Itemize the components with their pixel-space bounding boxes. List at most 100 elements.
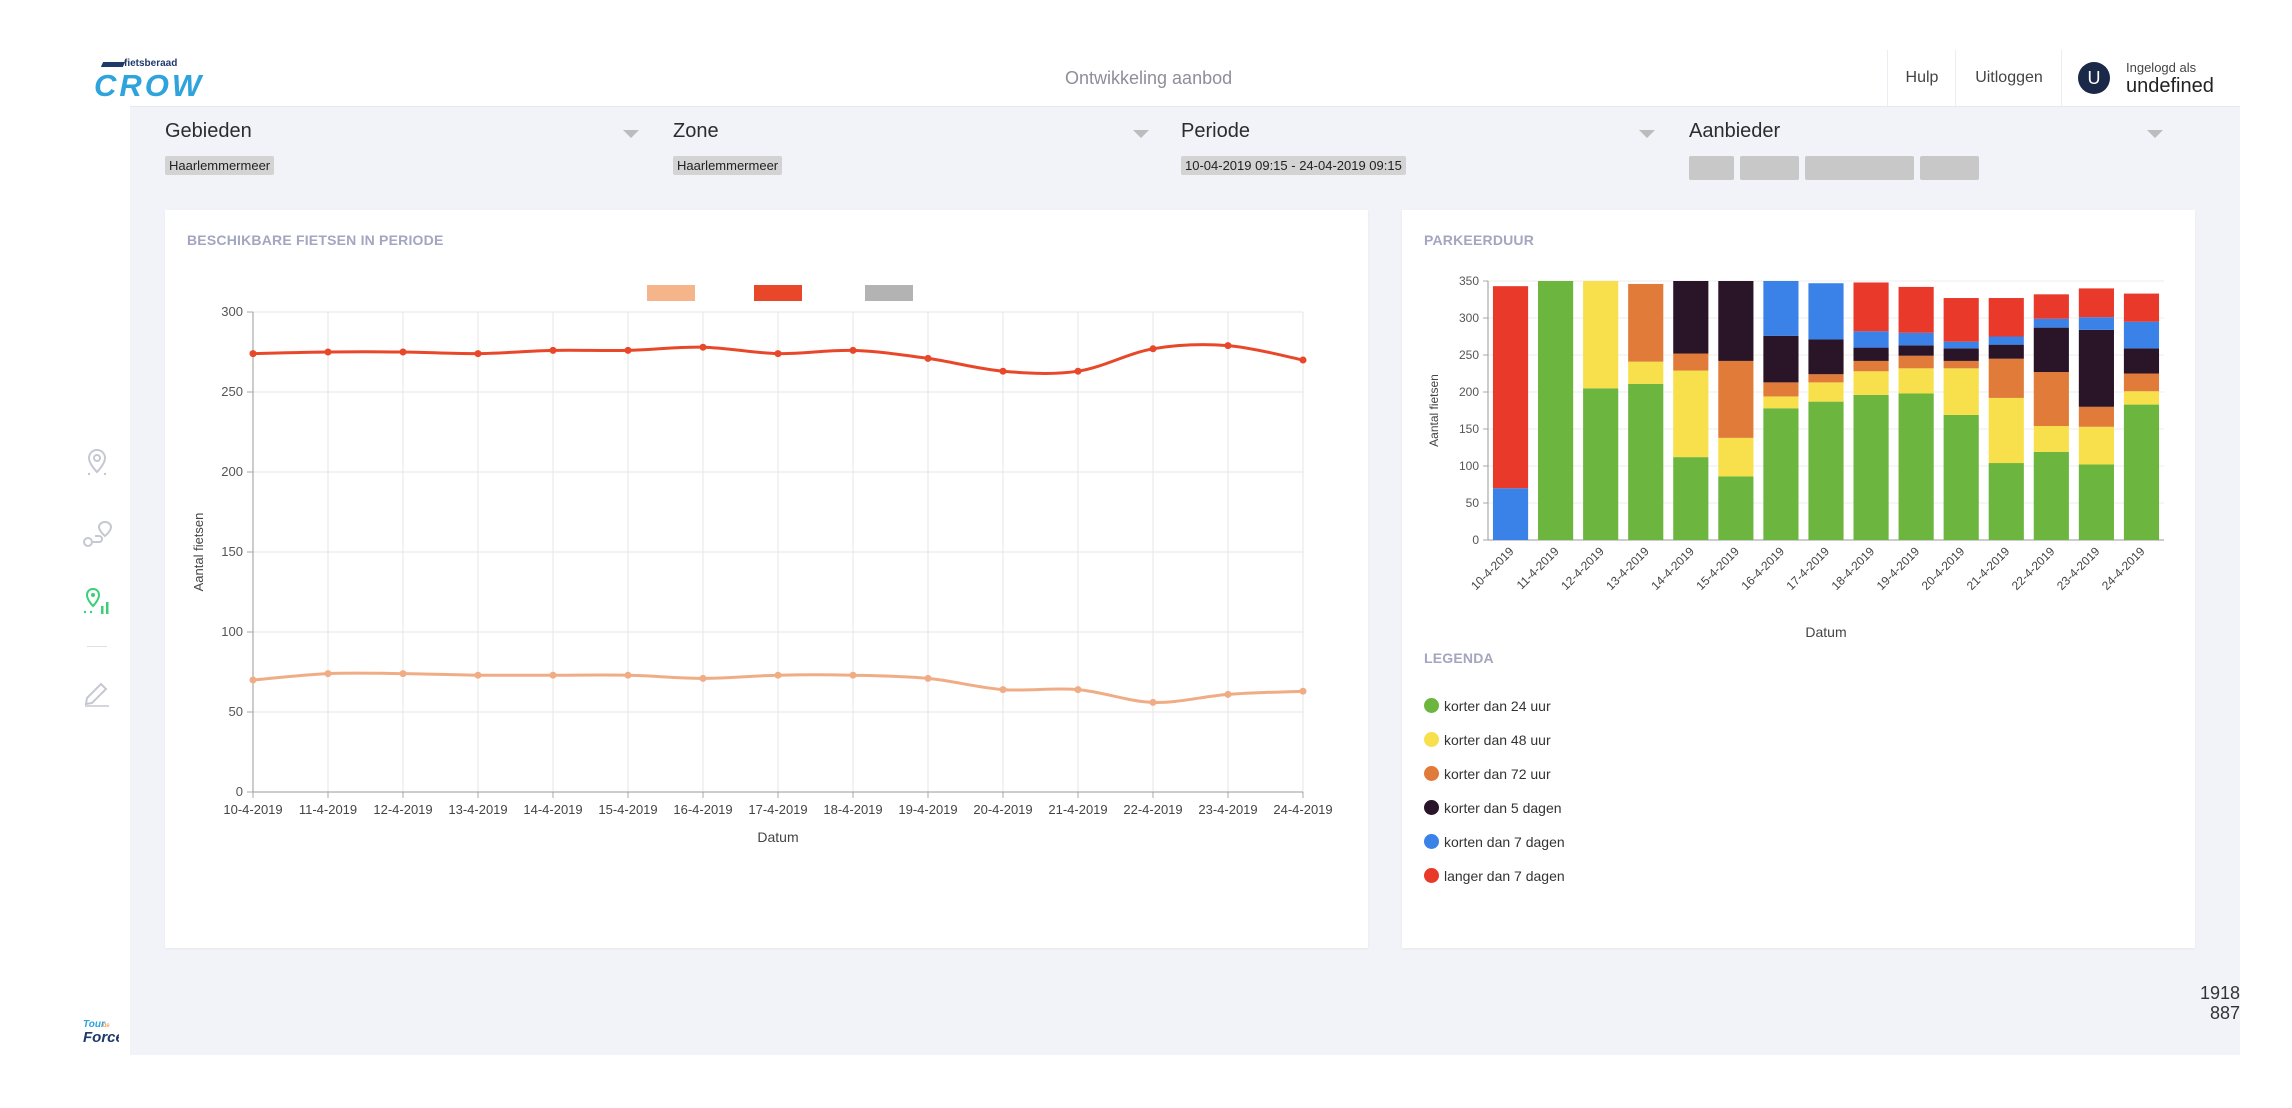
bar-segment bbox=[1628, 383, 1664, 540]
legend-swatch bbox=[647, 285, 695, 301]
y-tick-label: 200 bbox=[221, 464, 243, 479]
x-tick-label: 16-4-2019 bbox=[673, 802, 732, 817]
parking-duration-panel: PARKEERDUUR 0 50 100 150 200 250 300 350 10-4-20… bbox=[1402, 210, 2195, 948]
x-tick-label: 19-4-2019 bbox=[898, 802, 957, 817]
user-menu[interactable]: U Ingelogd als undefined bbox=[2061, 50, 2241, 106]
bar-segment bbox=[1988, 463, 2024, 540]
bar-segment bbox=[1628, 283, 1664, 362]
y-tick-label: 300 bbox=[1459, 311, 1479, 325]
chevron-down-icon[interactable] bbox=[1133, 130, 1149, 138]
data-point bbox=[849, 346, 857, 354]
bar-segment bbox=[1898, 393, 1934, 540]
panel-title: PARKEERDUUR bbox=[1424, 232, 1535, 248]
x-tick-label: 21-4-2019 bbox=[1964, 544, 2013, 593]
svg-text:Tour: Tour bbox=[83, 1019, 106, 1030]
bar-segment bbox=[1718, 437, 1754, 477]
bar-segment bbox=[1673, 457, 1709, 540]
bar-segment bbox=[1853, 371, 1889, 395]
bar-segment bbox=[1583, 388, 1619, 540]
user-name: undefined bbox=[2126, 75, 2214, 97]
y-tick-label: 100 bbox=[1459, 459, 1479, 473]
chevron-down-icon[interactable] bbox=[623, 130, 639, 138]
bar-segment bbox=[2123, 348, 2160, 374]
legend-item: korter dan 24 uur bbox=[1424, 697, 1551, 718]
aanbieder-chip[interactable] bbox=[1805, 156, 1914, 180]
filter-periode[interactable]: Periode 10-04-2019 09:15 - 24-04-2019 09… bbox=[1181, 120, 1661, 180]
x-tick-label: 17-4-2019 bbox=[1784, 544, 1833, 593]
bar-segment bbox=[1898, 368, 1934, 394]
chevron-down-icon[interactable] bbox=[1639, 130, 1655, 138]
x-tick-label: 14-4-2019 bbox=[1648, 544, 1697, 593]
bar-segment bbox=[1673, 370, 1709, 458]
bar-segment bbox=[2033, 318, 2069, 328]
aanbieder-chip[interactable] bbox=[1689, 156, 1734, 180]
logout-button[interactable]: Uitloggen bbox=[1955, 50, 2062, 106]
filter-value-tag[interactable]: Haarlemmermeer bbox=[673, 156, 783, 175]
legend-list: korter dan 24 uur korter dan 48 uur korter… bbox=[1424, 697, 1824, 908]
bar-segment bbox=[1583, 281, 1619, 389]
y-tick-label: 250 bbox=[1459, 348, 1479, 362]
bar-segment bbox=[2123, 404, 2160, 540]
chevron-down-icon[interactable] bbox=[2147, 130, 2163, 138]
filter-label: Gebieden bbox=[165, 120, 252, 142]
filter-value-tag[interactable]: Haarlemmermeer bbox=[165, 156, 275, 175]
x-tick-label: 16-4-2019 bbox=[1738, 544, 1787, 593]
bar-segment bbox=[1898, 332, 1934, 346]
x-tick-label: 11-4-2019 bbox=[299, 802, 357, 817]
viewport-height: 887 bbox=[2209, 1003, 2240, 1023]
edit-icon[interactable] bbox=[81, 676, 113, 708]
bar-segment bbox=[1988, 344, 2024, 359]
legend-color-dot bbox=[1424, 765, 1439, 781]
x-tick-label: 20-4-2019 bbox=[973, 802, 1032, 817]
data-point bbox=[624, 346, 632, 354]
filter-gebieden[interactable]: Gebieden Haarlemmermeer bbox=[165, 120, 645, 180]
x-tick-label: 15-4-2019 bbox=[598, 802, 657, 817]
bar-segment bbox=[1943, 298, 1979, 342]
filter-aanbieder[interactable]: Aanbieder bbox=[1689, 120, 2169, 180]
legend-item: korter dan 72 uur bbox=[1424, 765, 1551, 786]
legend-color-dot bbox=[1424, 867, 1439, 883]
y-tick-label: 300 bbox=[221, 304, 243, 319]
x-tick-label: 18-4-2019 bbox=[823, 802, 882, 817]
crow-logo[interactable]: fietsberaad CROW bbox=[80, 58, 201, 103]
map-pin-icon[interactable] bbox=[81, 446, 113, 478]
help-button[interactable]: Hulp bbox=[1887, 50, 1956, 106]
map-stats-icon[interactable] bbox=[81, 586, 113, 618]
data-point bbox=[1149, 345, 1157, 353]
x-tick-label: 24-4-2019 bbox=[1273, 802, 1332, 817]
aanbieder-chip[interactable] bbox=[1920, 156, 1979, 180]
data-point bbox=[474, 350, 482, 358]
bar-segment bbox=[1718, 476, 1754, 540]
legend-label: langer dan 7 dagen bbox=[1444, 868, 1565, 884]
bar-segment bbox=[1943, 341, 1979, 349]
bar-segment bbox=[1763, 396, 1799, 409]
bar-segment bbox=[1492, 488, 1529, 540]
route-icon[interactable] bbox=[81, 518, 113, 550]
x-tick-label: 13-4-2019 bbox=[1603, 544, 1652, 593]
sidebar: Tour de Force bbox=[65, 106, 130, 1055]
x-tick-label: 10-4-2019 bbox=[223, 802, 282, 817]
top-bar: fietsberaad CROW Ontwikkeling aanbod Hul… bbox=[65, 50, 2240, 107]
bar-segment bbox=[2123, 373, 2160, 392]
aanbieder-chip[interactable] bbox=[1740, 156, 1799, 180]
x-tick-label: 21-4-2019 bbox=[1048, 802, 1107, 817]
x-tick-label: 17-4-2019 bbox=[748, 802, 807, 817]
data-point bbox=[924, 674, 932, 682]
x-tick-label: 19-4-2019 bbox=[1874, 544, 1923, 593]
bar-segment bbox=[1763, 408, 1799, 540]
bar-segment bbox=[1988, 336, 2024, 345]
filter-value-tag[interactable]: 10-04-2019 09:15 - 24-04-2019 09:15 bbox=[1181, 156, 1406, 175]
data-point bbox=[924, 354, 932, 362]
x-tick-label: 24-4-2019 bbox=[2099, 544, 2148, 593]
bar-segment bbox=[1988, 397, 2024, 464]
legend-title: LEGENDA bbox=[1424, 650, 1494, 666]
data-point bbox=[249, 676, 257, 684]
y-tick-label: 100 bbox=[221, 624, 243, 639]
filter-zone[interactable]: Zone Haarlemmermeer bbox=[673, 120, 1153, 180]
legend-item: korten dan 7 dagen bbox=[1424, 833, 1565, 854]
data-point bbox=[1074, 686, 1082, 694]
bar-segment bbox=[1853, 347, 1889, 361]
panel-title: BESCHIKBARE FIETSEN IN PERIODE bbox=[187, 232, 444, 248]
x-axis-label: Datum bbox=[757, 829, 798, 845]
stacked-bar-chart: 05010015020025030035010-4-201911-4-20191… bbox=[1427, 274, 2164, 640]
